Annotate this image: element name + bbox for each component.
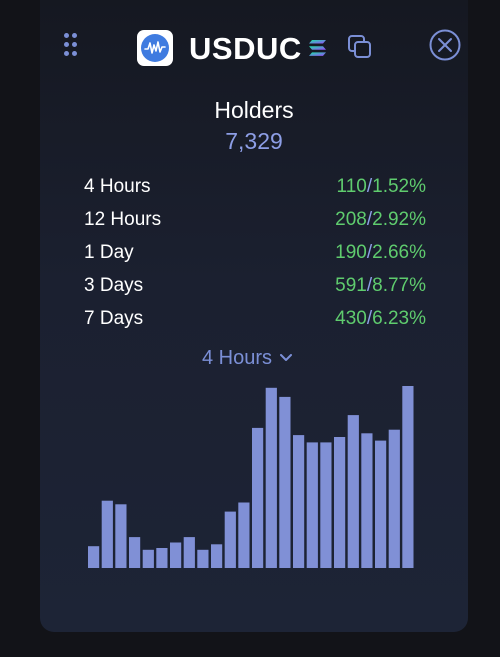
- chart-bar[interactable]: [265, 387, 277, 568]
- chart-bar[interactable]: [238, 502, 250, 569]
- stat-period: 4 Hours: [84, 176, 151, 197]
- stat-percent: 1.52%: [372, 176, 426, 197]
- stat-change: 190/2.66%: [335, 242, 426, 263]
- holders-label: Holders: [214, 97, 294, 123]
- chart-bar[interactable]: [211, 544, 223, 568]
- chart-bar[interactable]: [197, 549, 209, 568]
- chart-bar[interactable]: [279, 396, 291, 568]
- chart-bar[interactable]: [402, 386, 414, 568]
- stat-percent: 2.66%: [372, 242, 426, 263]
- chart-bar[interactable]: [129, 537, 141, 568]
- stat-row-7d: 7 Days 430/6.23%: [84, 307, 426, 340]
- chart-bar[interactable]: [347, 415, 359, 568]
- stat-count: 591: [335, 275, 367, 296]
- stat-count: 208: [335, 209, 367, 230]
- chart-bar[interactable]: [88, 546, 100, 568]
- solana-icon: [309, 40, 326, 56]
- stat-row-1d: 1 Day 190/2.66%: [84, 241, 426, 274]
- time-range-dropdown[interactable]: 4 Hours: [202, 345, 293, 371]
- usduc-logo-icon: [137, 30, 173, 66]
- stat-change: 430/6.23%: [335, 308, 426, 329]
- chart-bar[interactable]: [306, 442, 318, 568]
- stat-period: 7 Days: [84, 308, 144, 329]
- stat-change: 591/8.77%: [335, 275, 426, 296]
- stat-period: 1 Day: [84, 242, 134, 263]
- chart-bar[interactable]: [115, 504, 127, 568]
- chart-bar[interactable]: [224, 511, 236, 568]
- chart-bar[interactable]: [156, 548, 168, 568]
- stat-row-3d: 3 Days 591/8.77%: [84, 274, 426, 307]
- close-icon[interactable]: [429, 29, 461, 61]
- chart-bar[interactable]: [293, 435, 305, 568]
- chart-bar[interactable]: [142, 549, 154, 568]
- chart-bar[interactable]: [375, 440, 387, 568]
- stat-period: 12 Hours: [84, 209, 162, 230]
- chart-bar[interactable]: [320, 442, 332, 568]
- stat-row-12h: 12 Hours 208/2.92%: [84, 208, 426, 241]
- chart-bar[interactable]: [170, 542, 182, 569]
- chevron-down-icon: [280, 354, 293, 361]
- copy-icon[interactable]: [347, 34, 373, 60]
- stat-count: 110: [336, 176, 367, 197]
- stat-change: 208/2.92%: [335, 209, 426, 230]
- chart-bar[interactable]: [361, 433, 373, 568]
- stat-count: 430: [335, 308, 367, 329]
- stat-percent: 2.92%: [372, 209, 426, 230]
- panel-header: USDUC: [0, 0, 500, 96]
- chart-bar[interactable]: [183, 537, 195, 568]
- stat-percent: 6.23%: [372, 308, 426, 329]
- chart-bar[interactable]: [101, 500, 113, 568]
- token-name: USDUC: [189, 31, 302, 66]
- stat-row-4h: 4 Hours 110/1.52%: [84, 175, 426, 208]
- stat-period: 3 Days: [84, 275, 144, 296]
- stat-count: 190: [335, 242, 367, 263]
- chart-bar[interactable]: [334, 437, 346, 568]
- chart-bar[interactable]: [252, 427, 264, 568]
- chart-bar[interactable]: [388, 429, 400, 568]
- drag-handle-icon[interactable]: [64, 33, 78, 57]
- time-range-selected: 4 Hours: [202, 346, 273, 369]
- stat-percent: 8.77%: [372, 275, 426, 296]
- stat-change: 110/1.52%: [336, 176, 426, 197]
- holder-change-list: 4 Hours 110/1.52% 12 Hours 208/2.92% 1 D…: [84, 175, 426, 340]
- holders-count: 7,329: [225, 128, 283, 154]
